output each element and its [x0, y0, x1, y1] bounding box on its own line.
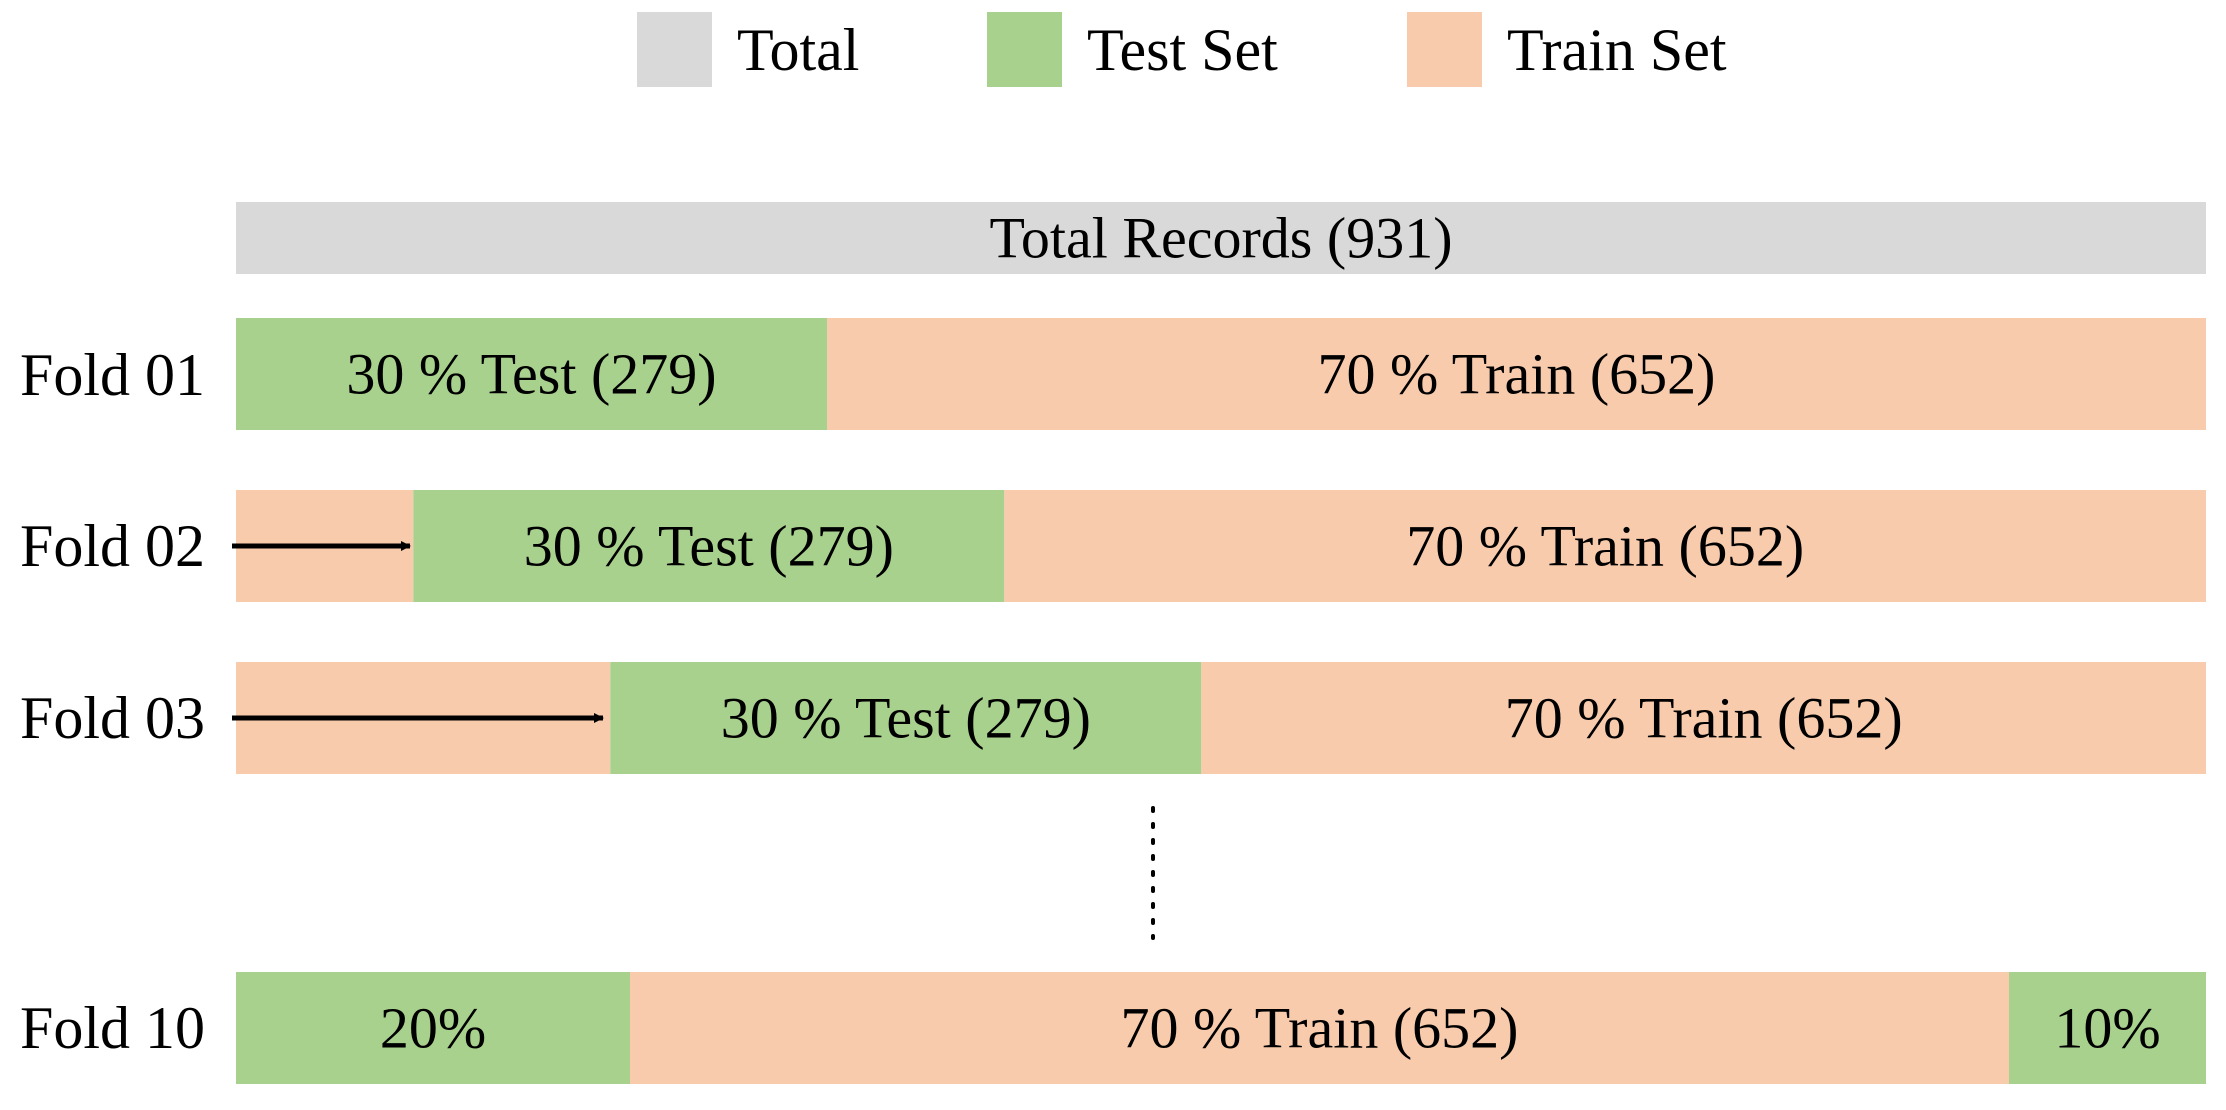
legend-item-train: Train Set — [1407, 12, 1727, 87]
train-segment — [1201, 662, 2206, 774]
legend-swatch-test — [987, 12, 1062, 87]
legend: Total Test Set Train Set — [637, 12, 1727, 87]
train-segment-label: 70 % Train (652) — [1505, 686, 1903, 751]
test-segment — [610, 662, 1202, 774]
fold-segments: 30 % Test (279) 70 % Train (652) — [236, 662, 2206, 774]
total-bar-label: Total Records (931) — [989, 206, 1452, 271]
fold-segments: 30 % Test (279) 70 % Train (652) — [236, 490, 2206, 602]
fold-row-10: Fold 10 20% 70 % Train (652) 10% — [20, 972, 2206, 1084]
train-segment — [1004, 490, 2206, 602]
train-segment — [630, 972, 2009, 1084]
legend-item-test: Test Set — [987, 12, 1278, 87]
fold-label: Fold 01 — [20, 342, 205, 408]
test-segment-label: 30 % Test (279) — [524, 514, 894, 579]
test-segment — [236, 318, 827, 430]
fold-label: Fold 03 — [20, 685, 205, 751]
test-segment — [2009, 972, 2206, 1084]
legend-swatch-train — [1407, 12, 1482, 87]
train-segment-label: 70 % Train (652) — [1318, 342, 1716, 407]
legend-label-train: Train Set — [1507, 17, 1727, 83]
fold-row-02: Fold 02 30 % Test (279) 70 % Train (652) — [20, 490, 2206, 602]
legend-label-test: Test Set — [1087, 17, 1278, 83]
fold-row-01: Fold 01 30 % Test (279) 70 % Train (652) — [20, 318, 2206, 430]
train-segment-label: 70 % Train (652) — [1406, 514, 1804, 579]
fold-label: Fold 10 — [20, 995, 205, 1061]
fold-segments: 30 % Test (279) 70 % Train (652) — [236, 318, 2206, 430]
legend-label-total: Total — [737, 17, 859, 83]
test-segment-label: 10% — [2054, 996, 2160, 1061]
total-bar: Total Records (931) — [236, 202, 2206, 274]
fold-label: Fold 02 — [20, 513, 205, 579]
legend-swatch-total — [637, 12, 712, 87]
fold-row-03: Fold 03 30 % Test (279) 70 % Train (652) — [20, 662, 2206, 774]
legend-item-total: Total — [637, 12, 859, 87]
test-segment — [413, 490, 1005, 602]
train-segment-label: 70 % Train (652) — [1121, 996, 1519, 1061]
test-segment-label: 30 % Test (279) — [721, 686, 1091, 751]
train-segment — [827, 318, 2206, 430]
test-segment-label: 30 % Test (279) — [346, 342, 716, 407]
test-segment-label: 20% — [380, 996, 486, 1061]
total-bar-rect — [236, 202, 2206, 274]
test-segment — [236, 972, 630, 1084]
fold-segments: 20% 70 % Train (652) 10% — [236, 972, 2206, 1084]
